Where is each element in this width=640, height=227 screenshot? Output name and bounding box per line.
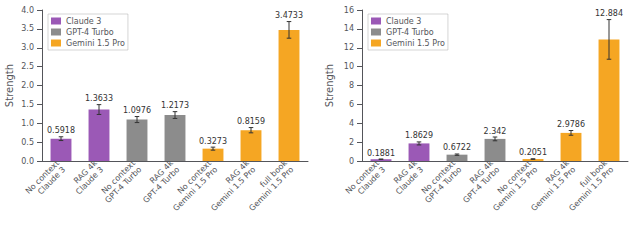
svg-text:RAG 4k: RAG 4k xyxy=(148,158,175,186)
svg-text:0.3273: 0.3273 xyxy=(199,137,227,146)
svg-text:Gemini 1.5 Pro: Gemini 1.5 Pro xyxy=(209,165,258,213)
svg-text:0.8159: 0.8159 xyxy=(237,117,265,126)
svg-text:3.4733: 3.4733 xyxy=(275,11,303,20)
svg-text:No context: No context xyxy=(99,158,137,196)
svg-text:GPT-4 Turbo: GPT-4 Turbo xyxy=(141,165,181,205)
svg-text:Claude 3: Claude 3 xyxy=(356,165,387,196)
svg-text:2.5: 2.5 xyxy=(21,62,34,71)
svg-text:4.0: 4.0 xyxy=(21,6,34,15)
svg-text:0.1881: 0.1881 xyxy=(367,149,395,158)
svg-text:GPT-4 Turbo: GPT-4 Turbo xyxy=(66,28,114,37)
svg-text:12: 12 xyxy=(344,43,354,52)
svg-text:8: 8 xyxy=(349,81,354,90)
svg-text:Gemini 1.5 Pro: Gemini 1.5 Pro xyxy=(66,39,125,48)
svg-text:full book: full book xyxy=(258,158,289,190)
svg-text:GPT-4 Turbo: GPT-4 Turbo xyxy=(423,165,463,205)
svg-text:3.5: 3.5 xyxy=(21,24,34,33)
svg-text:RAG 4k: RAG 4k xyxy=(468,158,495,186)
svg-text:Gemini 1.5 Pro: Gemini 1.5 Pro xyxy=(491,165,540,213)
svg-text:Strength: Strength xyxy=(4,64,15,107)
svg-text:full book: full book xyxy=(578,158,609,190)
svg-text:0.6722: 0.6722 xyxy=(443,143,471,152)
svg-text:2.342: 2.342 xyxy=(484,127,507,136)
svg-text:Claude 3: Claude 3 xyxy=(36,165,67,196)
svg-text:No context: No context xyxy=(23,158,61,196)
svg-text:Gemini 1.5 Pro: Gemini 1.5 Pro xyxy=(247,165,295,213)
svg-text:2.0: 2.0 xyxy=(21,81,34,90)
svg-text:GPT-4 Turbo: GPT-4 Turbo xyxy=(386,28,434,37)
svg-text:Claude 3: Claude 3 xyxy=(394,165,425,196)
svg-text:1.8629: 1.8629 xyxy=(405,131,433,140)
svg-text:Claude 3: Claude 3 xyxy=(386,17,421,26)
svg-text:0: 0 xyxy=(349,157,354,166)
svg-text:2: 2 xyxy=(349,138,354,147)
svg-text:RAG 4k: RAG 4k xyxy=(392,158,419,186)
svg-text:No context: No context xyxy=(175,158,213,196)
svg-text:1.2173: 1.2173 xyxy=(161,101,189,110)
svg-text:GPT-4 Turbo: GPT-4 Turbo xyxy=(103,165,143,205)
svg-text:Gemini 1.5 Pro: Gemini 1.5 Pro xyxy=(529,165,578,213)
svg-text:Gemini 1.5 Pro: Gemini 1.5 Pro xyxy=(567,165,615,213)
svg-text:No context: No context xyxy=(495,158,533,196)
svg-text:RAG 4k: RAG 4k xyxy=(544,158,571,186)
svg-text:GPT-4 Turbo: GPT-4 Turbo xyxy=(461,165,501,205)
svg-text:No context: No context xyxy=(343,158,381,196)
svg-text:3.0: 3.0 xyxy=(21,43,34,52)
svg-text:6: 6 xyxy=(349,100,354,109)
svg-text:No context: No context xyxy=(419,158,457,196)
svg-text:Claude 3: Claude 3 xyxy=(74,165,105,196)
svg-text:0.0: 0.0 xyxy=(21,157,34,166)
svg-text:16: 16 xyxy=(344,6,354,15)
svg-text:0.2051: 0.2051 xyxy=(519,148,547,157)
svg-text:2.9786: 2.9786 xyxy=(557,120,585,129)
svg-text:10: 10 xyxy=(344,62,354,71)
svg-text:Gemini 1.5 Pro: Gemini 1.5 Pro xyxy=(386,39,445,48)
svg-text:1.5: 1.5 xyxy=(21,100,34,109)
svg-text:12.884: 12.884 xyxy=(595,9,623,18)
svg-text:4: 4 xyxy=(349,119,354,128)
svg-text:Gemini 1.5 Pro: Gemini 1.5 Pro xyxy=(171,165,220,213)
svg-text:RAG 4k: RAG 4k xyxy=(224,158,251,186)
svg-text:0.5: 0.5 xyxy=(21,138,34,147)
svg-text:RAG 4k: RAG 4k xyxy=(72,158,99,186)
svg-text:1.0976: 1.0976 xyxy=(123,106,151,115)
svg-text:1.0: 1.0 xyxy=(21,119,34,128)
svg-text:0.5918: 0.5918 xyxy=(47,126,75,135)
svg-text:Claude 3: Claude 3 xyxy=(66,17,101,26)
svg-text:Strength: Strength xyxy=(324,64,335,107)
svg-text:1.3633: 1.3633 xyxy=(85,94,113,103)
svg-text:14: 14 xyxy=(344,24,354,33)
